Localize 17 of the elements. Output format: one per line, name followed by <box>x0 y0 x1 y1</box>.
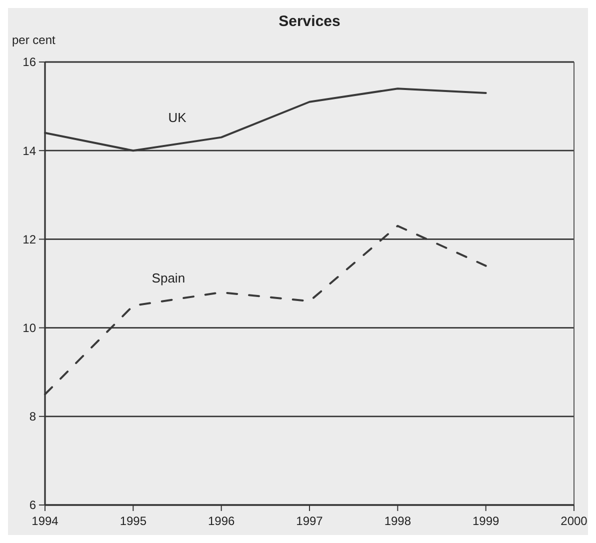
x-tick-label: 2000 <box>560 514 588 528</box>
series-label: Spain <box>152 270 186 286</box>
x-tick-label: 1995 <box>120 514 147 528</box>
y-tick-label: 8 <box>29 410 36 424</box>
x-tick-label: 1996 <box>208 514 236 528</box>
y-tick-label: 10 <box>22 321 36 335</box>
x-tick-label: 1998 <box>384 514 412 528</box>
x-tick-label: 1999 <box>472 514 500 528</box>
y-axis-title: per cent <box>12 33 56 47</box>
x-tick-label: 1997 <box>296 514 324 528</box>
y-tick-label: 16 <box>22 55 36 70</box>
y-tick-label: 14 <box>22 144 36 158</box>
y-tick-label: 12 <box>22 232 36 246</box>
y-tick-label: 6 <box>29 498 36 512</box>
x-tick-label: 1994 <box>32 514 59 528</box>
chart-title: Services <box>278 13 340 30</box>
series-label: UK <box>168 110 187 125</box>
